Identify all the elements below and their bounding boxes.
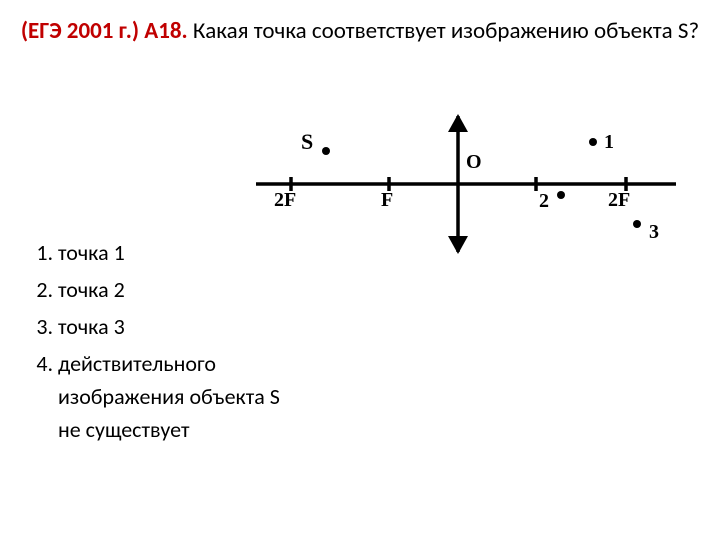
- option-1: точка 1: [58, 236, 288, 269]
- svg-text:3: 3: [649, 221, 659, 243]
- question-title: (ЕГЭ 2001 г.) А18. Какая точка соответст…: [0, 16, 720, 47]
- answer-options: точка 1 точка 2 точка 3 действительного …: [28, 236, 288, 450]
- svg-text:2F: 2F: [608, 189, 630, 211]
- svg-text:2: 2: [539, 190, 549, 212]
- title-prefix: (ЕГЭ 2001 г.) А18.: [21, 17, 188, 45]
- svg-text:F: F: [381, 189, 393, 211]
- svg-text:2F: 2F: [274, 189, 296, 211]
- title-rest: Какая точка соответствует изображению об…: [188, 17, 699, 45]
- option-4: действительного изображения объекта S не…: [58, 347, 288, 446]
- option-3: точка 3: [58, 310, 288, 343]
- option-2: точка 2: [58, 273, 288, 306]
- lens-diagram: O S 2F F 2 2F 1 3: [256, 104, 676, 264]
- svg-text:1: 1: [604, 131, 614, 153]
- svg-text:S: S: [301, 129, 313, 154]
- options-list: точка 1 точка 2 точка 3 действительного …: [28, 236, 288, 446]
- diagram-svg: O S 2F F 2 2F 1 3: [256, 104, 676, 264]
- svg-text:O: O: [466, 151, 482, 173]
